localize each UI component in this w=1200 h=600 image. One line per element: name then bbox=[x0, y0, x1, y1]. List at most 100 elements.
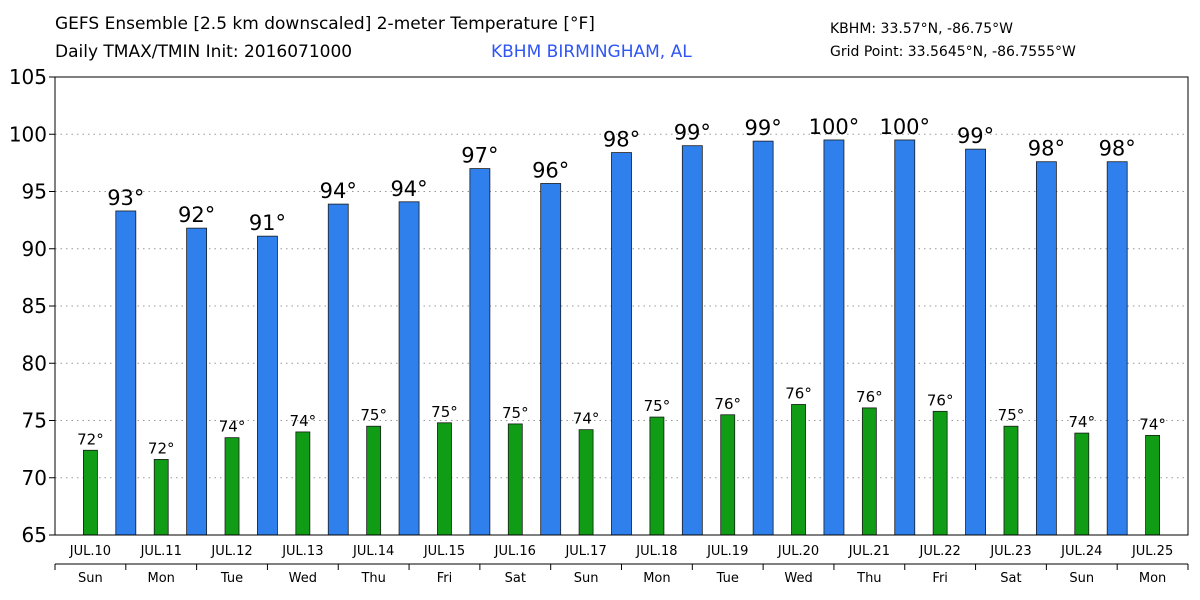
x-weekday-label: Tue bbox=[220, 571, 243, 586]
tmax-bar bbox=[611, 152, 632, 536]
x-date-label: JUL.16 bbox=[494, 544, 536, 559]
x-date-label: JUL.17 bbox=[564, 544, 606, 559]
tmin-label: 72° bbox=[148, 439, 175, 457]
tmax-bar bbox=[398, 201, 420, 536]
tmin-bar bbox=[1074, 432, 1090, 536]
tmin-bar bbox=[507, 423, 523, 536]
x-date-label: JUL.14 bbox=[352, 544, 394, 559]
tmin-label: 75° bbox=[360, 406, 387, 424]
x-weekday-label: Fri bbox=[437, 571, 453, 586]
x-date-label: JUL.21 bbox=[848, 544, 890, 559]
grid-point-coordinates: Grid Point: 33.5645°N, -86.7555°W bbox=[830, 44, 1076, 60]
tmax-label: 100° bbox=[809, 115, 860, 139]
x-date-label: JUL.12 bbox=[210, 544, 252, 559]
tmax-bar bbox=[186, 227, 208, 536]
tmin-label: 74° bbox=[573, 410, 600, 428]
tmin-label: 74° bbox=[1068, 413, 1095, 431]
tmin-label: 72° bbox=[77, 430, 104, 448]
tmin-label: 76° bbox=[927, 391, 954, 409]
x-date-label: JUL.25 bbox=[1131, 544, 1173, 559]
x-weekday-label: Mon bbox=[148, 571, 175, 586]
y-tick-label: 90 bbox=[22, 237, 47, 261]
tmax-label: 94° bbox=[390, 177, 427, 201]
x-weekday-label: Thu bbox=[360, 571, 385, 586]
tmin-bar bbox=[1145, 434, 1160, 536]
x-weekday-label: Sat bbox=[505, 571, 526, 586]
station-name: KBHM BIRMINGHAM, AL bbox=[491, 42, 692, 62]
tmin-bar bbox=[153, 459, 169, 536]
tmax-label: 99° bbox=[745, 116, 782, 140]
tmin-label: 76° bbox=[714, 395, 741, 413]
x-weekday-label: Sat bbox=[1000, 571, 1021, 586]
y-tick-label: 95 bbox=[22, 180, 47, 204]
x-date-label: JUL.11 bbox=[140, 544, 182, 559]
x-date-label: JUL.10 bbox=[69, 544, 111, 559]
axes: 65 70 75 80 85 90 95 100 105 JUL.10 Sun JUL.11 Mon JU… bbox=[9, 65, 1189, 586]
tmin-label: 75° bbox=[502, 404, 529, 422]
tmax-label: 92° bbox=[178, 203, 215, 227]
tmax-label: 99° bbox=[674, 121, 711, 145]
tmin-label: 74° bbox=[1139, 415, 1166, 433]
x-date-label: JUL.23 bbox=[989, 544, 1031, 559]
x-weekday-label: Sun bbox=[574, 571, 599, 586]
tmax-label: 96° bbox=[532, 158, 569, 182]
y-tick-label: 85 bbox=[22, 294, 47, 318]
tmax-label: 98° bbox=[1028, 137, 1065, 161]
x-weekday-label: Thu bbox=[856, 571, 881, 586]
x-weekday-label: Sun bbox=[78, 571, 103, 586]
x-weekday-label: Fri bbox=[932, 571, 948, 586]
x-weekday-label: Sun bbox=[1069, 571, 1094, 586]
x-weekday-label: Mon bbox=[1139, 571, 1166, 586]
x-weekday-label: Tue bbox=[716, 571, 739, 586]
plot-frame bbox=[54, 76, 1189, 536]
tmin-bar bbox=[1003, 425, 1019, 536]
tmax-bar bbox=[681, 145, 703, 536]
tmin-bar bbox=[224, 437, 240, 536]
station-coordinates: KBHM: 33.57°N, -86.75°W bbox=[830, 21, 1013, 37]
y-tick-label: 100 bbox=[9, 122, 47, 146]
tmin-bar bbox=[861, 407, 877, 536]
tmax-bar bbox=[327, 203, 349, 536]
y-tick-label: 65 bbox=[22, 523, 47, 547]
tmin-bar bbox=[791, 404, 806, 536]
tmin-label: 76° bbox=[856, 388, 883, 406]
y-tick-label: 80 bbox=[22, 351, 47, 375]
x-date-label: JUL.22 bbox=[919, 544, 961, 559]
tmax-bar bbox=[257, 235, 278, 536]
tmax-bar bbox=[823, 139, 845, 536]
tmin-bar bbox=[83, 449, 98, 536]
x-date-label: JUL.15 bbox=[423, 544, 465, 559]
tmin-bar bbox=[437, 422, 452, 536]
tmax-label: 100° bbox=[879, 115, 930, 139]
tmin-label: 76° bbox=[785, 384, 812, 402]
tmax-bar bbox=[894, 139, 916, 536]
tmin-label: 75° bbox=[431, 403, 458, 421]
tmax-bar bbox=[1035, 161, 1057, 536]
x-weekday-label: Wed bbox=[289, 571, 317, 586]
tmin-label: 74° bbox=[219, 418, 246, 436]
tmax-label: 98° bbox=[603, 128, 640, 152]
tmax-label: 94° bbox=[320, 179, 357, 203]
chart-title: GEFS Ensemble [2.5 km downscaled] 2-mete… bbox=[55, 14, 595, 34]
tmax-bar bbox=[965, 148, 986, 536]
x-date-label: JUL.19 bbox=[706, 544, 748, 559]
tmin-bar bbox=[932, 410, 948, 536]
x-weekday-label: Mon bbox=[643, 571, 670, 586]
tmax-bar bbox=[752, 140, 774, 536]
x-date-label: JUL.20 bbox=[777, 544, 819, 559]
tmax-label: 98° bbox=[1099, 137, 1136, 161]
tmax-bar bbox=[540, 183, 562, 536]
tmax-label: 91° bbox=[249, 211, 286, 235]
tmin-bar bbox=[649, 416, 665, 536]
tmax-label: 93° bbox=[107, 186, 144, 210]
data-labels: 72° 72° 74° 74° 75° 75° 75° 74° 75° 76° 76° 76° 76° 7… bbox=[77, 115, 1166, 457]
x-weekday-label: Wed bbox=[784, 571, 812, 586]
y-tick-label: 105 bbox=[9, 65, 47, 89]
y-tick-label: 70 bbox=[22, 466, 47, 490]
x-date-label: JUL.13 bbox=[281, 544, 323, 559]
tmax-bar bbox=[469, 168, 491, 536]
tmin-label: 75° bbox=[998, 406, 1025, 424]
y-tick-label: 75 bbox=[22, 409, 47, 433]
tmin-bar bbox=[295, 431, 311, 536]
x-date-label: JUL.24 bbox=[1060, 544, 1102, 559]
